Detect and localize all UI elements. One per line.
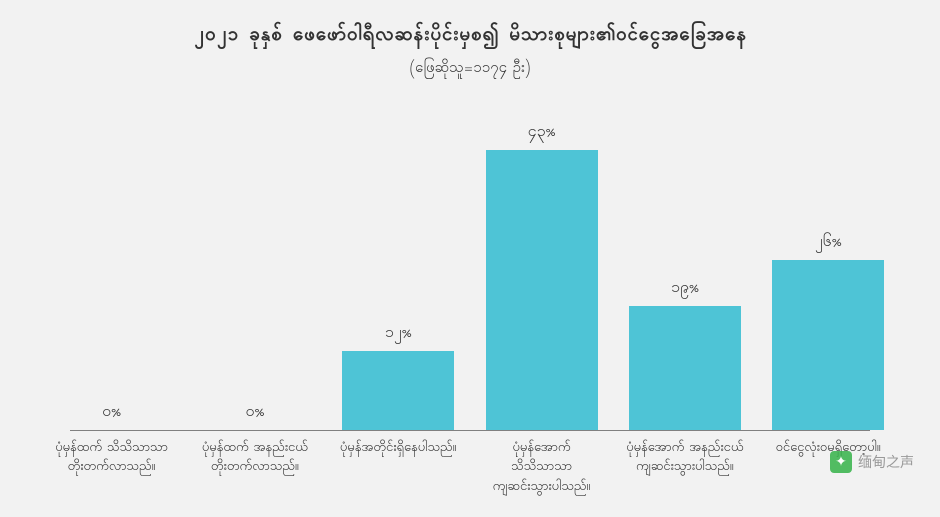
bar-group: ၁၂% xyxy=(327,100,470,430)
x-axis-label: ပုံမှန်အောက်သိသိသာသာကျဆင်းသွားပါသည်။ xyxy=(470,439,613,498)
bar-group: ၂၆% xyxy=(757,100,900,430)
chart-title: ၂၀၂၁ ခုနှစ် ဖေဖော်ဝါရီလဆန်းပိုင်းမှစ၍ မိ… xyxy=(30,20,910,50)
x-axis-label-line: တိုးတက်လာသည်။ xyxy=(44,458,179,478)
bar-value-label: ၀% xyxy=(102,400,121,424)
x-labels-row: ပုံမှန်ထက် သိသိသာသာတိုးတက်လာသည်။ပုံမှန်ထ… xyxy=(30,431,910,498)
x-axis-label-line: ပုံမှန်အောက် အနည်းငယ် xyxy=(617,439,752,459)
bar xyxy=(772,260,884,429)
x-axis-label-line: တိုးတက်လာသည်။ xyxy=(187,458,322,478)
x-axis-label-line: သိသိသာသာ xyxy=(474,458,609,478)
bar-value-label: ၁၉% xyxy=(671,276,699,300)
x-axis-label-line: ပုံမှန်အောက် xyxy=(474,439,609,459)
x-axis-label: ပုံမှန်ထက် သိသိသာသာတိုးတက်လာသည်။ xyxy=(40,439,183,498)
watermark-text: 缅甸之声 xyxy=(858,452,914,472)
watermark: ✦ 缅甸之声 xyxy=(830,451,914,473)
x-axis-label: ပုံမှန်အောက် အနည်းငယ်ကျဆင်းသွားပါသည်။ xyxy=(613,439,756,498)
bar-group: ၁၉% xyxy=(613,100,756,430)
bar xyxy=(486,150,598,430)
bar-value-label: ၂၆% xyxy=(815,230,842,254)
x-axis-label-line: ပုံမှန်အတိုင်းရှိနေပါသည်။ xyxy=(331,439,466,459)
chart-container: ၂၀၂၁ ခုနှစ် ဖေဖော်ဝါရီလဆန်းပိုင်းမှစ၍ မိ… xyxy=(0,0,940,517)
x-axis-label-line: ပုံမှန်ထက် အနည်းငယ် xyxy=(187,439,322,459)
chart-subtitle: (ဖြေဆိုသူ=၁၁၇၄ ဦး) xyxy=(30,58,910,80)
bar-value-label: ၄၃% xyxy=(528,120,556,144)
x-axis-label: ပုံမှန်အတိုင်းရှိနေပါသည်။ xyxy=(327,439,470,498)
bar-group: ၀% xyxy=(40,100,183,430)
watermark-icon: ✦ xyxy=(830,451,852,473)
x-axis-label-line: ကျဆင်းသွားပါသည်။ xyxy=(617,458,752,478)
bar xyxy=(342,351,454,429)
bar-group: ၀% xyxy=(183,100,326,430)
bar xyxy=(629,306,741,430)
plot-area: ၀% ၀% ၁၂% ၄၃% ၁၉% ၂၆% xyxy=(30,100,910,430)
x-axis-label: ပုံမှန်ထက် အနည်းငယ်တိုးတက်လာသည်။ xyxy=(183,439,326,498)
bar-value-label: ၀% xyxy=(246,400,265,424)
x-axis-label-line: ပုံမှန်ထက် သိသိသာသာ xyxy=(44,439,179,459)
x-axis-label-line: ကျဆင်းသွားပါသည်။ xyxy=(474,478,609,498)
bar-group: ၄၃% xyxy=(470,100,613,430)
bar-value-label: ၁၂% xyxy=(385,321,412,345)
